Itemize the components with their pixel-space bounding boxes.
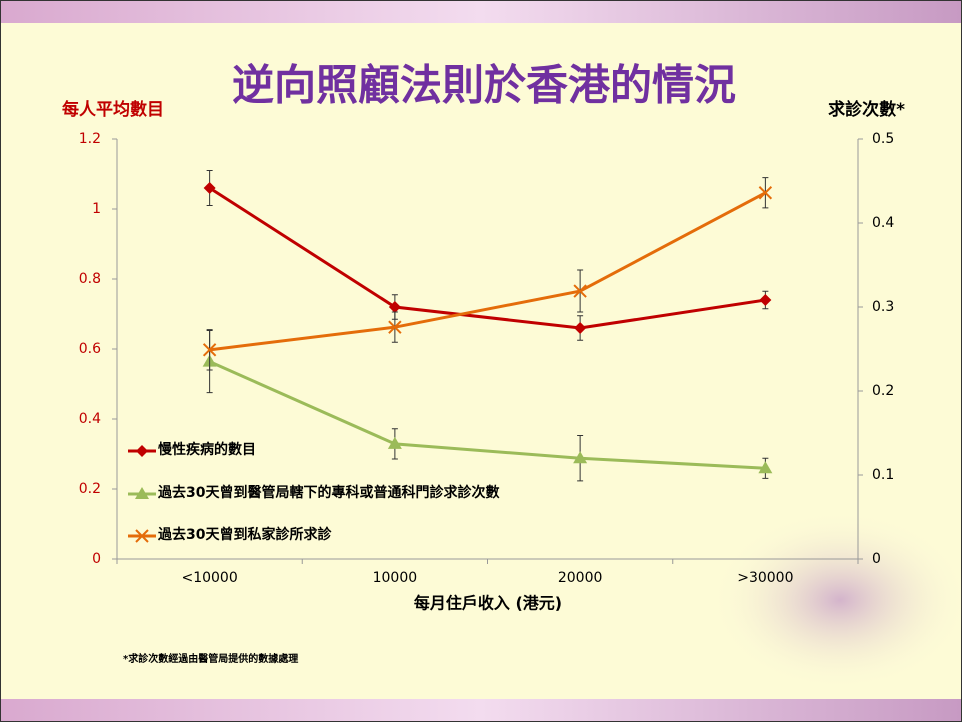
marker [202,343,217,357]
bottom-band [1,699,961,721]
x-tick-label: >30000 [737,570,793,586]
marker [573,284,587,298]
y2-tick-label: 0.1 [872,467,894,483]
y-tick-label: 0.2 [79,481,101,497]
x-tick-label: 10000 [373,570,418,586]
y-tick-label: 0.6 [79,341,101,357]
marker [758,186,773,200]
y2-tick-label: 0.4 [872,215,894,231]
marker [203,182,216,194]
y-axis-label: 每人平均數目 [62,99,164,120]
legend-label: 慢性疾病的數目 [158,442,256,458]
marker [573,451,588,464]
x-tick-label: <10000 [181,570,237,586]
legend-label: 過去30天曾到私家診所求診 [158,527,332,543]
x-tick-label: 20000 [558,570,603,586]
marker [135,487,149,499]
marker [388,320,402,334]
marker [136,445,148,457]
x-axis-label: 每月住戶收入 (港元) [414,594,562,613]
series-line [208,186,766,330]
y-tick-label: 1 [92,201,101,217]
marker [135,529,149,543]
y2-tick-label: 0.3 [872,299,894,315]
y-tick-label: 0 [92,551,101,567]
y2-tick-label: 0.2 [872,383,894,399]
marker [758,461,773,474]
decoration [710,510,962,690]
y2-axis-label: 求診次數* [828,99,905,120]
chart-title: 逆向照顧法則於香港的情況 [232,61,736,110]
legend-label: 過去30天曾到醫管局轄下的專科或普通科門診求診次數 [158,485,500,501]
y-tick-label: 0.4 [79,411,101,427]
marker [387,436,402,449]
top-band [1,1,961,23]
series-line [209,191,767,352]
marker [574,322,587,334]
y-tick-label: 0.8 [79,271,101,287]
series-line [209,360,766,470]
y-tick-label: 1.2 [79,131,101,147]
marker [388,301,401,313]
y2-tick-label: 0.5 [872,131,894,147]
y2-tick-label: 0 [872,551,881,567]
marker [759,294,772,306]
footnote: *求診次數經過由醫管局提供的數據處理 [123,652,298,665]
